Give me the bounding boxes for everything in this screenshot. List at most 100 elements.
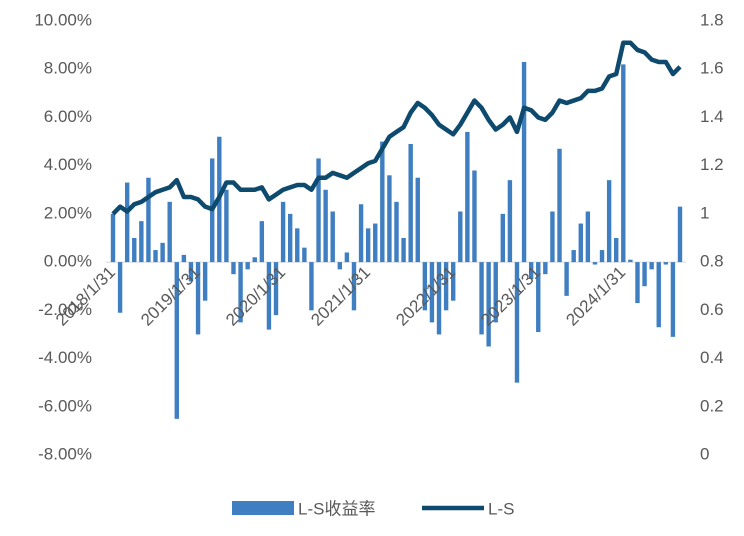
bar	[373, 223, 378, 263]
bar	[415, 177, 420, 263]
bar	[543, 262, 548, 275]
bar	[663, 262, 669, 265]
bar	[649, 262, 654, 270]
bar	[401, 238, 406, 263]
bar	[245, 262, 250, 270]
bar	[436, 262, 442, 335]
y-tick-label: 2.00%	[44, 203, 92, 222]
bar	[514, 262, 520, 383]
x-tick-label: 2024/1/31	[562, 263, 629, 330]
bar	[380, 141, 385, 263]
bar	[195, 262, 201, 335]
legend-label: L-S收益率	[298, 499, 375, 518]
line	[111, 40, 682, 216]
bar	[458, 211, 463, 263]
y-tick-label: 6.00%	[44, 107, 92, 126]
bar	[153, 250, 158, 263]
bar	[302, 247, 307, 263]
bar	[160, 242, 165, 263]
y2-tick-label: 0.4	[700, 348, 724, 367]
y-tick-label: 4.00%	[44, 155, 92, 174]
bar	[571, 250, 576, 263]
bar	[181, 254, 187, 263]
bar	[394, 201, 399, 263]
x-tick-label: 2019/1/31	[137, 263, 204, 330]
bar	[614, 238, 619, 263]
bar	[472, 170, 477, 263]
y2-tick-label: 0.8	[700, 252, 724, 271]
bar	[443, 262, 449, 311]
bar	[429, 262, 435, 323]
bar	[677, 206, 683, 263]
bar	[599, 250, 605, 263]
bar	[358, 204, 364, 263]
bar	[592, 262, 598, 265]
bar	[486, 262, 491, 347]
x-tick-label: 2018/1/31	[52, 263, 119, 330]
bar	[536, 262, 541, 333]
bar	[259, 221, 265, 263]
bar	[465, 131, 470, 263]
bar	[606, 180, 612, 263]
bar	[323, 189, 328, 263]
legend-swatch	[232, 501, 294, 515]
y-tick-label: 10.00%	[34, 10, 92, 29]
bar	[309, 262, 314, 311]
bar	[188, 262, 194, 282]
bar	[110, 213, 116, 263]
bar	[273, 262, 279, 316]
bar	[507, 180, 513, 263]
bar	[642, 262, 647, 287]
bar	[266, 262, 272, 330]
bar	[344, 252, 350, 263]
y2-tick-label: 1	[700, 203, 709, 222]
bar	[422, 262, 428, 311]
bar	[578, 223, 583, 263]
bar	[287, 213, 293, 263]
bar	[202, 262, 208, 301]
bar	[621, 64, 626, 263]
bar	[337, 262, 342, 270]
bar	[635, 262, 640, 304]
bar	[238, 262, 243, 323]
y2-tick-label: 1.2	[700, 155, 724, 174]
bar	[585, 211, 591, 263]
bar	[224, 189, 229, 263]
y-tick-label: 0.00%	[44, 252, 92, 271]
bar	[500, 213, 506, 263]
bar	[316, 158, 321, 263]
bar	[295, 228, 300, 263]
bar	[365, 228, 371, 263]
bar	[628, 259, 633, 263]
bar	[252, 257, 257, 263]
bar	[408, 143, 413, 263]
bar	[479, 262, 484, 335]
y-tick-label: -4.00%	[38, 348, 92, 367]
bar	[564, 262, 569, 296]
bar	[231, 262, 236, 275]
x-tick-label: 2021/1/31	[307, 263, 374, 330]
bar	[174, 262, 179, 419]
y-tick-label: -6.00%	[38, 396, 92, 415]
legend-label: L-S	[488, 499, 514, 518]
bar	[280, 201, 286, 263]
y2-tick-label: 0.2	[700, 396, 724, 415]
bar	[330, 211, 335, 263]
bar	[139, 221, 144, 263]
bar	[493, 262, 498, 323]
bar	[167, 201, 172, 263]
y-tick-label: 8.00%	[44, 59, 92, 78]
bar	[351, 262, 357, 311]
bar	[557, 148, 562, 263]
y2-tick-label: 0	[700, 444, 709, 463]
bar	[451, 262, 456, 301]
bar	[117, 262, 123, 313]
bar	[124, 182, 130, 263]
bar	[132, 238, 137, 263]
y2-tick-label: 0.6	[700, 300, 724, 319]
y2-tick-label: 1.8	[700, 10, 724, 29]
bar	[656, 262, 661, 328]
bar	[528, 262, 534, 279]
bar	[550, 211, 555, 263]
